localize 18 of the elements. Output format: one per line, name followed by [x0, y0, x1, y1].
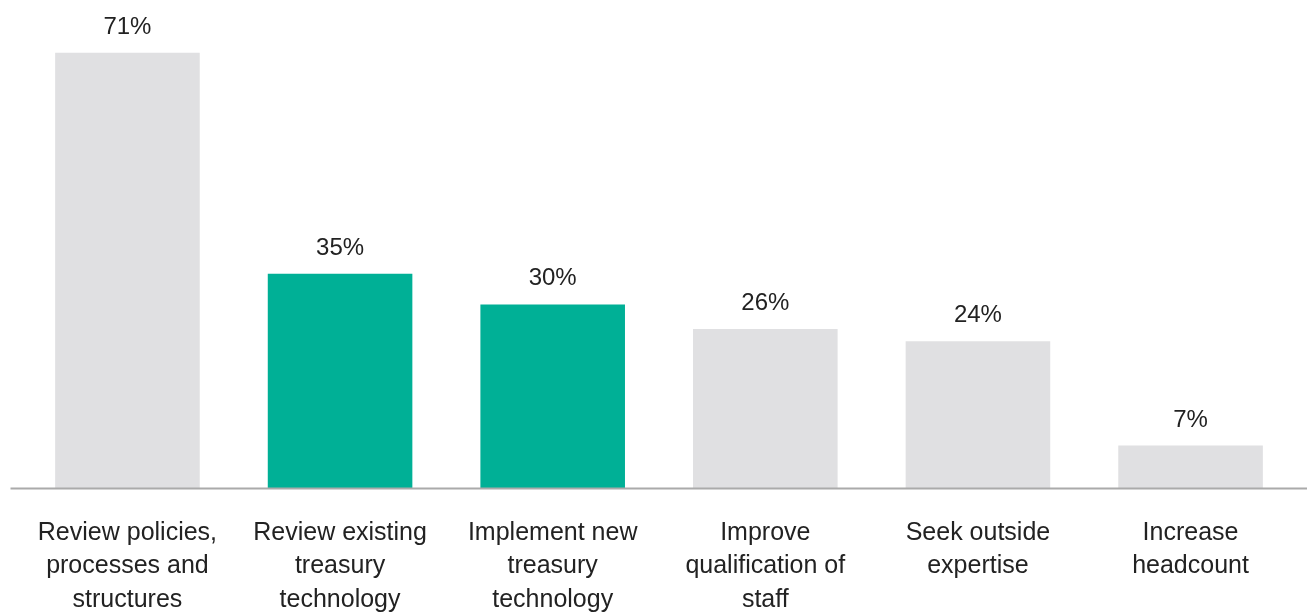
bar: [905, 341, 1051, 489]
bar: [480, 304, 625, 489]
data-label: 35%: [316, 232, 365, 260]
data-label: 30%: [528, 263, 577, 291]
bar: [1118, 445, 1263, 489]
bar: [267, 273, 413, 489]
data-label: 26%: [741, 287, 790, 315]
bar: [55, 52, 200, 489]
x-tick-label: Seek outside expertise: [905, 516, 1051, 579]
data-label: 24%: [953, 300, 1002, 328]
x-tick-label: Improve qualification of staff: [685, 516, 846, 612]
x-tick-label: Review existing treasury technology: [253, 516, 427, 612]
data-label: 7%: [1173, 404, 1208, 432]
x-tick-label: Review policies, processes and structures: [37, 516, 218, 612]
data-label: 71%: [103, 11, 152, 39]
bar: [693, 328, 838, 489]
x-tick-label: Increase headcount: [1132, 516, 1249, 579]
x-tick-label: Implement new treasury technology: [467, 516, 639, 612]
